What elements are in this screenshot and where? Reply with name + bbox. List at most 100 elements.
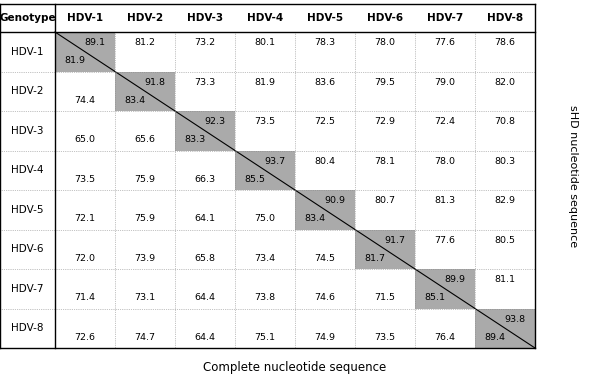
Text: Genotype: Genotype [0, 13, 56, 23]
Bar [175, 151, 235, 190]
Text: 72.6: 72.6 [74, 333, 95, 342]
Text: 73.3: 73.3 [194, 78, 215, 87]
Bar [475, 269, 535, 309]
Text: 83.4: 83.4 [304, 214, 325, 223]
Text: 89.9: 89.9 [445, 275, 466, 284]
Text: 78.1: 78.1 [374, 157, 395, 166]
Text: sHD nucleotide sequence: sHD nucleotide sequence [568, 105, 578, 247]
Bar [475, 71, 535, 111]
Bar [295, 151, 355, 190]
Text: 77.6: 77.6 [434, 236, 455, 244]
Text: 72.5: 72.5 [314, 117, 335, 126]
Bar [0, 32, 55, 71]
Text: 89.1: 89.1 [85, 38, 106, 47]
Bar [355, 151, 415, 190]
Bar [235, 111, 295, 151]
Bar [55, 190, 115, 230]
Text: 65.0: 65.0 [74, 135, 95, 144]
Text: HDV-5: HDV-5 [11, 205, 44, 215]
Text: 76.4: 76.4 [434, 333, 455, 342]
Text: 65.6: 65.6 [134, 135, 155, 144]
Text: 71.5: 71.5 [374, 293, 395, 302]
Text: 72.0: 72.0 [74, 254, 95, 263]
Bar [235, 230, 295, 269]
Bar [55, 71, 115, 111]
Text: HDV-6: HDV-6 [367, 13, 403, 23]
Text: 72.1: 72.1 [74, 214, 95, 223]
Text: HDV-2: HDV-2 [127, 13, 163, 23]
Bar [235, 71, 295, 111]
Bar [475, 32, 535, 71]
Text: 81.3: 81.3 [434, 196, 455, 205]
Bar [415, 309, 475, 348]
Text: 73.9: 73.9 [134, 254, 155, 263]
Text: HDV-7: HDV-7 [11, 284, 44, 294]
Text: HDV-7: HDV-7 [427, 13, 463, 23]
Bar [175, 269, 235, 309]
Bar [55, 309, 115, 348]
Bar [115, 269, 175, 309]
Bar [55, 151, 115, 190]
Bar [355, 32, 415, 71]
Bar [355, 230, 415, 269]
Text: 80.1: 80.1 [254, 38, 275, 47]
Bar [355, 71, 415, 111]
Text: 64.4: 64.4 [194, 333, 215, 342]
Bar [175, 190, 235, 230]
Text: 80.7: 80.7 [374, 196, 395, 205]
Text: 66.3: 66.3 [194, 175, 215, 184]
Text: 85.1: 85.1 [424, 293, 445, 302]
Text: 78.0: 78.0 [434, 157, 455, 166]
Text: 90.9: 90.9 [325, 196, 346, 205]
Text: HDV-3: HDV-3 [187, 13, 223, 23]
Text: 74.6: 74.6 [314, 293, 335, 302]
Text: Complete nucleotide sequence: Complete nucleotide sequence [203, 361, 386, 374]
Text: 81.1: 81.1 [494, 275, 515, 284]
Text: 81.9: 81.9 [64, 56, 85, 65]
Text: 82.9: 82.9 [494, 196, 515, 205]
Bar [115, 190, 175, 230]
Text: 79.5: 79.5 [374, 78, 395, 87]
Bar [415, 269, 475, 309]
Text: 91.8: 91.8 [145, 78, 166, 87]
Bar [175, 71, 235, 111]
Text: 80.3: 80.3 [494, 157, 515, 166]
Bar [355, 4, 415, 32]
Bar [475, 230, 535, 269]
Text: 91.7: 91.7 [385, 236, 406, 244]
Bar [415, 111, 475, 151]
Text: 64.4: 64.4 [194, 293, 215, 302]
Bar [355, 269, 415, 309]
Text: 78.6: 78.6 [494, 38, 515, 47]
Bar [175, 309, 235, 348]
Bar [475, 309, 535, 348]
Bar [235, 269, 295, 309]
Text: 80.5: 80.5 [494, 236, 515, 244]
Text: 78.3: 78.3 [314, 38, 335, 47]
Bar [295, 269, 355, 309]
Bar [55, 4, 115, 32]
Bar [475, 111, 535, 151]
Text: 92.3: 92.3 [205, 117, 226, 126]
Text: HDV-8: HDV-8 [487, 13, 523, 23]
Text: HDV-2: HDV-2 [11, 86, 44, 96]
Bar [115, 71, 175, 111]
Bar [115, 4, 175, 32]
Text: 83.3: 83.3 [184, 135, 205, 144]
Bar [115, 32, 175, 71]
Text: HDV-6: HDV-6 [11, 244, 44, 254]
Text: 93.8: 93.8 [505, 315, 526, 324]
Text: HDV-4: HDV-4 [247, 13, 283, 23]
Text: 72.9: 72.9 [374, 117, 395, 126]
Text: 74.9: 74.9 [314, 333, 335, 342]
Text: 83.4: 83.4 [124, 96, 145, 105]
Text: 73.1: 73.1 [134, 293, 155, 302]
Bar [475, 4, 535, 32]
Bar [175, 4, 235, 32]
Bar [295, 309, 355, 348]
Text: 73.4: 73.4 [254, 254, 275, 263]
Text: HDV-1: HDV-1 [11, 47, 44, 57]
Bar [235, 190, 295, 230]
Bar [295, 190, 355, 230]
Bar [175, 32, 235, 71]
